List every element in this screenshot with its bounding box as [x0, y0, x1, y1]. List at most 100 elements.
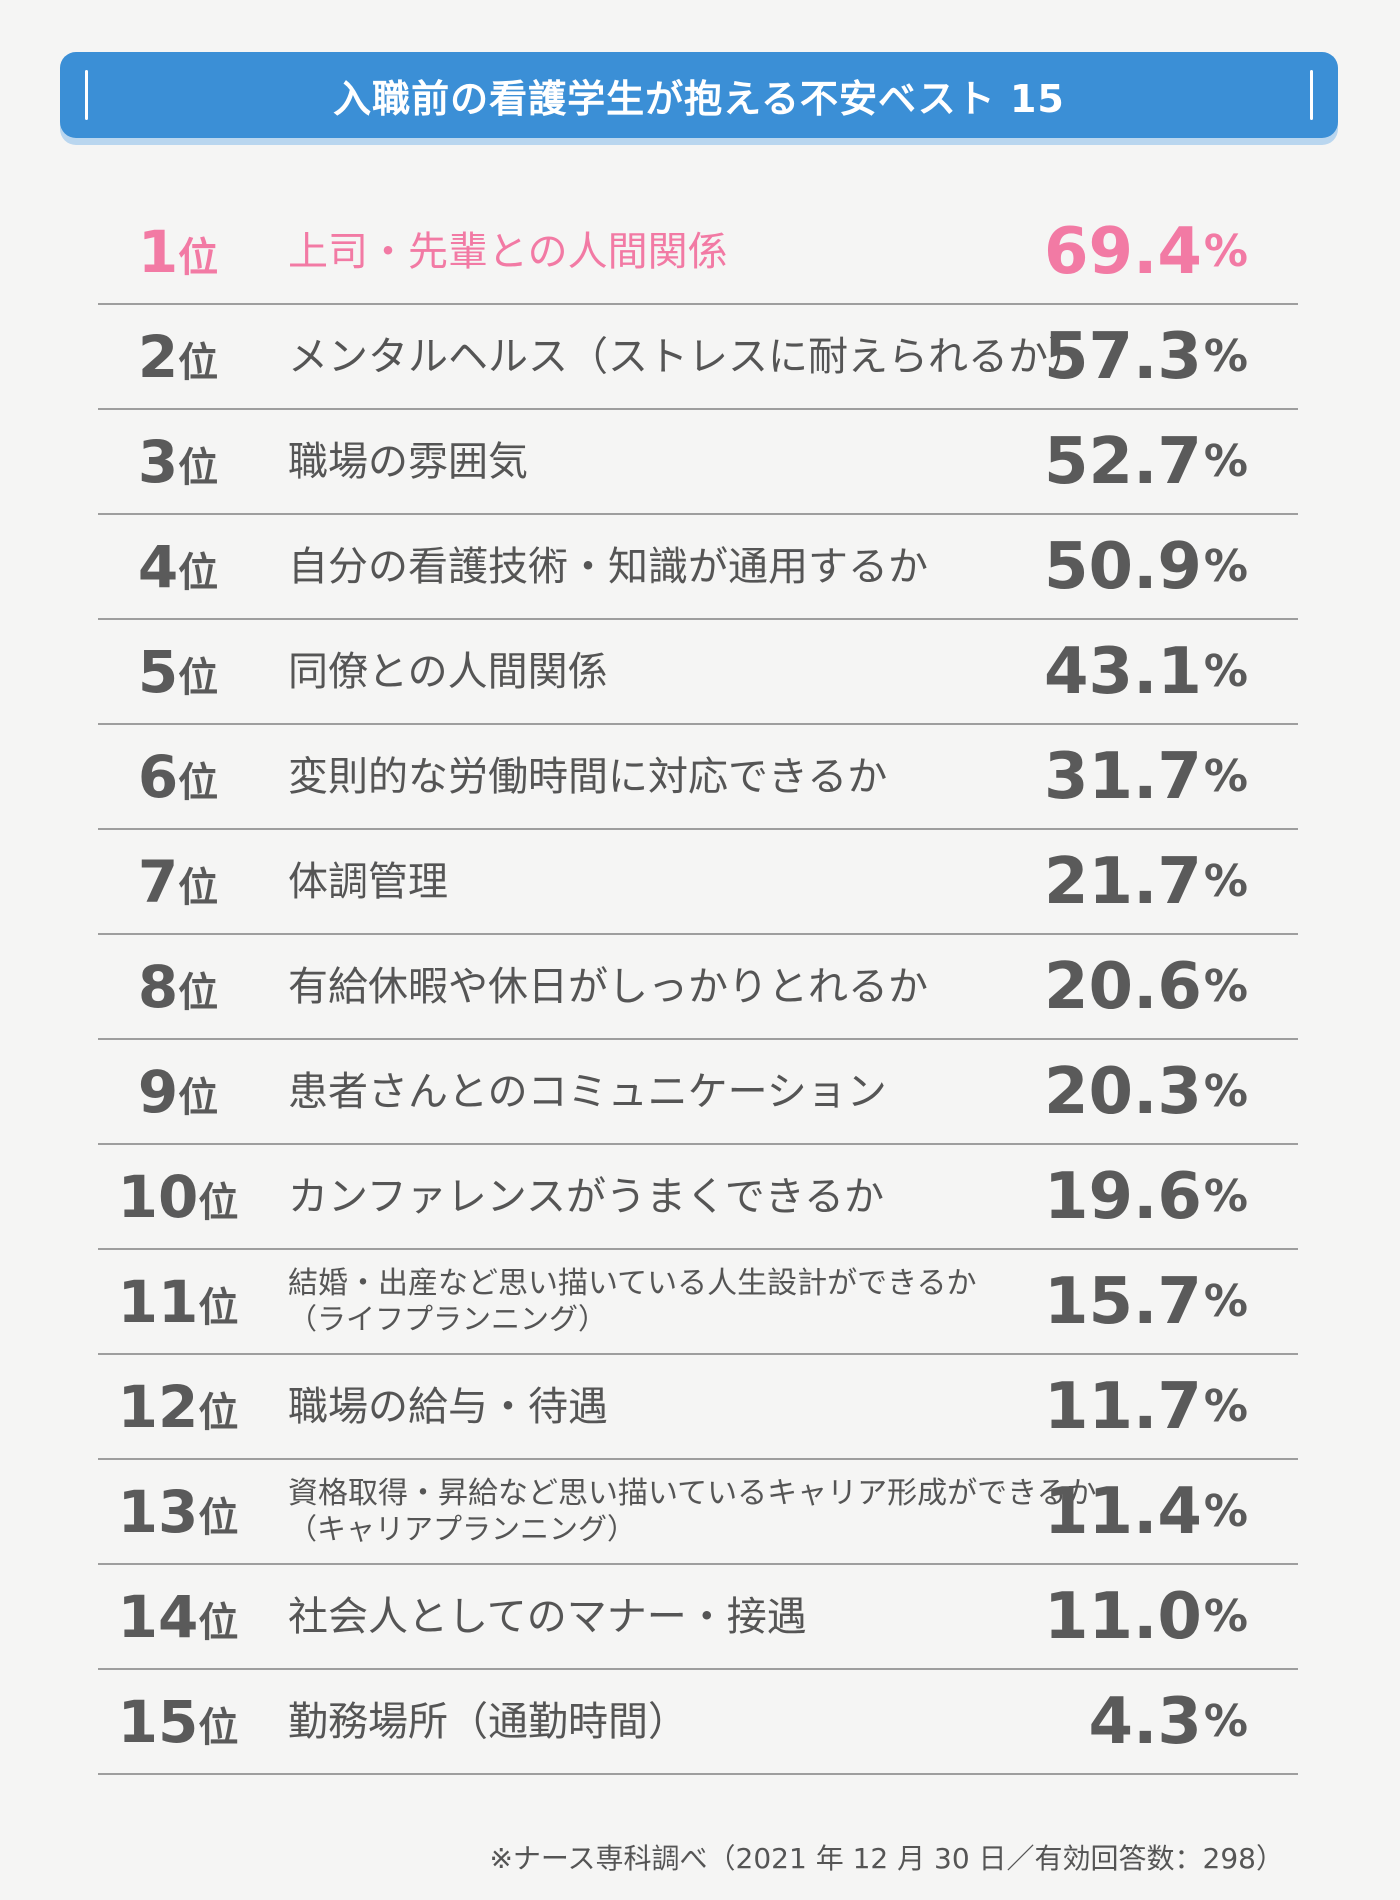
rank-suffix: 位: [178, 549, 219, 596]
percent-sign: %: [1203, 330, 1248, 382]
rank-label: 11 位: [98, 1250, 258, 1353]
rank-suffix: 位: [178, 339, 219, 386]
title-right-tick: [1310, 70, 1313, 120]
rank-number: 9: [137, 1057, 179, 1126]
ranking-row: 9 位患者さんとのコミュニケーション 20.3%: [98, 1040, 1298, 1145]
rank-suffix: 位: [178, 444, 219, 491]
percent-number: 57.3: [1044, 319, 1202, 394]
percent-sign: %: [1203, 1275, 1248, 1327]
item-label: 患者さんとのコミュニケーション: [288, 1040, 1168, 1143]
item-text: 勤務場所（通勤時間）: [288, 1698, 688, 1745]
ranking-row: 3 位職場の雰囲気 52.7%: [98, 410, 1298, 515]
rank-suffix: 位: [198, 1704, 239, 1751]
ranking-row: 8 位有給休暇や休日がしっかりとれるか 20.6%: [98, 935, 1298, 1040]
item-label: 職場の給与・待遇: [288, 1355, 1168, 1458]
item-label: 同僚との人間関係: [288, 620, 1168, 723]
item-text: 患者さんとのコミュニケーション: [288, 1068, 887, 1115]
item-text: 資格取得・昇給など思い描いているキャリア形成ができるか: [288, 1476, 1097, 1512]
percent-number: 20.3: [1044, 1054, 1202, 1129]
rank-suffix: 位: [198, 1494, 239, 1541]
rank-label: 10 位: [98, 1145, 258, 1248]
percent-number: 11.0: [1044, 1579, 1202, 1654]
percent-number: 31.7: [1044, 739, 1202, 814]
percent-number: 69.4: [1044, 214, 1202, 289]
ranking-row: 5 位同僚との人間関係 43.1%: [98, 620, 1298, 725]
item-text: カンファレンスがうまくできるか: [288, 1173, 884, 1220]
item-label: 自分の看護技術・知識が通用するか: [288, 515, 1168, 618]
percent-sign: %: [1203, 1485, 1248, 1537]
rank-suffix: 位: [178, 234, 219, 281]
percent-value: 4.3%: [1089, 1670, 1248, 1773]
rank-suffix: 位: [178, 864, 219, 911]
percent-value: 15.7%: [1044, 1250, 1248, 1353]
chart-title: 入職前の看護学生が抱える不安ベスト 15: [333, 76, 1065, 121]
percent-number: 20.6: [1044, 949, 1202, 1024]
percent-sign: %: [1203, 1065, 1248, 1117]
percent-value: 20.6%: [1044, 935, 1248, 1038]
percent-sign: %: [1203, 1590, 1248, 1642]
ranking-row: 4 位自分の看護技術・知識が通用するか 50.9%: [98, 515, 1298, 620]
rank-number: 4: [137, 532, 179, 601]
percent-sign: %: [1203, 645, 1248, 697]
item-text: 職場の雰囲気: [288, 438, 528, 485]
percent-number: 11.4: [1044, 1474, 1202, 1549]
item-label: 資格取得・昇給など思い描いているキャリア形成ができるか （キャリアプランニング）: [288, 1460, 1168, 1563]
item-subtext: （キャリアプランニング）: [288, 1512, 637, 1547]
percent-number: 43.1: [1044, 634, 1202, 709]
percent-sign: %: [1203, 960, 1248, 1012]
item-subtext: （ライフプランニング）: [288, 1302, 608, 1337]
item-label: 体調管理: [288, 830, 1168, 933]
rank-label: 13 位: [98, 1460, 258, 1563]
rank-number: 1: [137, 217, 179, 286]
rank-label: 15 位: [98, 1670, 258, 1773]
rank-suffix: 位: [198, 1284, 239, 1331]
percent-value: 11.7%: [1044, 1355, 1248, 1458]
item-label: カンファレンスがうまくできるか: [288, 1145, 1168, 1248]
item-text: 体調管理: [288, 858, 448, 905]
ranking-row: 15 位勤務場所（通勤時間） 4.3%: [98, 1670, 1298, 1775]
item-label: 変則的な労働時間に対応できるか: [288, 725, 1168, 828]
rank-number: 5: [137, 637, 179, 706]
item-label: 社会人としてのマナー・接遇: [288, 1565, 1168, 1668]
item-text: 同僚との人間関係: [288, 648, 608, 695]
rank-number: 3: [137, 427, 179, 496]
percent-value: 11.0%: [1044, 1565, 1248, 1668]
percent-value: 19.6%: [1044, 1145, 1248, 1248]
rank-label: 14 位: [98, 1565, 258, 1668]
item-text: 上司・先輩との人間関係: [288, 228, 728, 275]
percent-value: 57.3%: [1044, 305, 1248, 408]
percent-number: 11.7: [1044, 1369, 1202, 1444]
ranking-table: 1 位上司・先輩との人間関係 69.4% 2 位メンタルヘルス（ストレスに耐えられるか）…: [98, 200, 1298, 1775]
ranking-row: 1 位上司・先輩との人間関係 69.4%: [98, 200, 1298, 305]
percent-number: 15.7: [1044, 1264, 1202, 1339]
ranking-row: 14 位社会人としてのマナー・接遇 11.0%: [98, 1565, 1298, 1670]
rank-suffix: 位: [178, 1074, 219, 1121]
item-text: 職場の給与・待遇: [288, 1383, 608, 1430]
percent-value: 31.7%: [1044, 725, 1248, 828]
percent-sign: %: [1203, 855, 1248, 907]
item-text: 結婚・出産など思い描いている人生設計ができるか: [288, 1266, 977, 1302]
rank-suffix: 位: [198, 1179, 239, 1226]
item-label: メンタルヘルス（ストレスに耐えられるか）: [288, 305, 1168, 408]
rank-number: 8: [137, 952, 179, 1021]
item-label: 結婚・出産など思い描いている人生設計ができるか （ライフプランニング）: [288, 1250, 1168, 1353]
percent-sign: %: [1203, 225, 1248, 277]
percent-sign: %: [1203, 435, 1248, 487]
percent-value: 20.3%: [1044, 1040, 1248, 1143]
rank-number: 11: [117, 1267, 199, 1336]
item-text: 有給休暇や休日がしっかりとれるか: [288, 963, 928, 1010]
rank-number: 13: [117, 1477, 199, 1546]
percent-sign: %: [1203, 1695, 1248, 1747]
item-text: メンタルヘルス（ストレスに耐えられるか）: [288, 333, 1088, 380]
item-label: 上司・先輩との人間関係: [288, 200, 1168, 303]
rank-number: 6: [137, 742, 179, 811]
item-text: 変則的な労働時間に対応できるか: [288, 753, 888, 800]
rank-number: 10: [117, 1162, 199, 1231]
percent-value: 52.7%: [1044, 410, 1248, 513]
